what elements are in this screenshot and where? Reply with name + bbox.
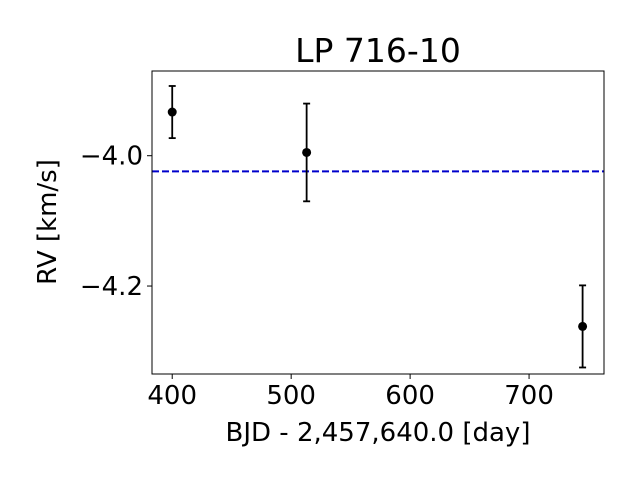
x-tick-label-1: 500: [266, 381, 316, 411]
x-tick-label-2: 600: [385, 381, 435, 411]
y-axis-label: RV [km/s]: [33, 159, 63, 285]
plot-frame: [151, 70, 605, 375]
x-axis-label: BJD - 2,457,640.0 [day]: [226, 418, 531, 448]
x-tick-label-3: 700: [504, 381, 554, 411]
data-point-1: [302, 147, 312, 157]
chart-title: LP 716-10: [295, 31, 461, 70]
x-tick-label-0: 400: [147, 381, 197, 411]
data-point-0: [167, 107, 177, 117]
y-tick-label-0: −4.0: [80, 142, 143, 172]
y-tick-label-1: −4.2: [80, 272, 143, 302]
data-point-2: [578, 321, 588, 331]
